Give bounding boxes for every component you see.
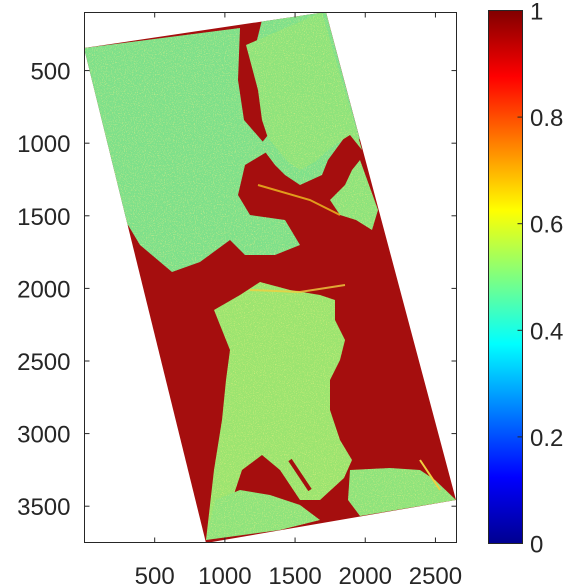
colorbar-tick-label: 0.2 bbox=[530, 425, 563, 452]
y-tick-label: 3000 bbox=[17, 422, 70, 449]
colorbar-gradient bbox=[488, 10, 522, 544]
y-tick-label: 1000 bbox=[17, 131, 70, 158]
colorbar-tick-label: 0.4 bbox=[530, 318, 563, 345]
y-tick-label: 500 bbox=[30, 59, 70, 86]
y-tick-label: 1500 bbox=[17, 204, 70, 231]
y-tick-label: 3500 bbox=[17, 494, 70, 521]
heatmap-image bbox=[84, 12, 456, 543]
colorbar-tick-label: 0.8 bbox=[530, 105, 563, 132]
y-tick-label: 2000 bbox=[17, 276, 70, 303]
heatmap-land-regions bbox=[84, 12, 456, 540]
colorbar-box bbox=[488, 10, 523, 544]
x-tick-label: 2500 bbox=[409, 563, 462, 588]
x-tick-label: 1500 bbox=[268, 563, 321, 588]
x-tick-label: 2000 bbox=[339, 563, 392, 588]
colorbar-tick-label: 0 bbox=[530, 532, 543, 559]
y-axis: 500 1000 1500 2000 2500 3000 3500 bbox=[17, 59, 457, 521]
colorbar-tick-label: 1 bbox=[530, 0, 543, 26]
colorbar-tick-label: 0.6 bbox=[530, 212, 563, 239]
x-axis: 500 1000 1500 2000 2500 bbox=[135, 12, 462, 588]
y-tick-label: 2500 bbox=[17, 349, 70, 376]
x-tick-label: 1000 bbox=[198, 563, 251, 588]
colorbar-axis: 0 0.2 0.4 0.6 0.8 1 bbox=[517, 0, 563, 559]
x-tick-label: 500 bbox=[135, 563, 175, 588]
plot-axes-box bbox=[84, 12, 457, 543]
